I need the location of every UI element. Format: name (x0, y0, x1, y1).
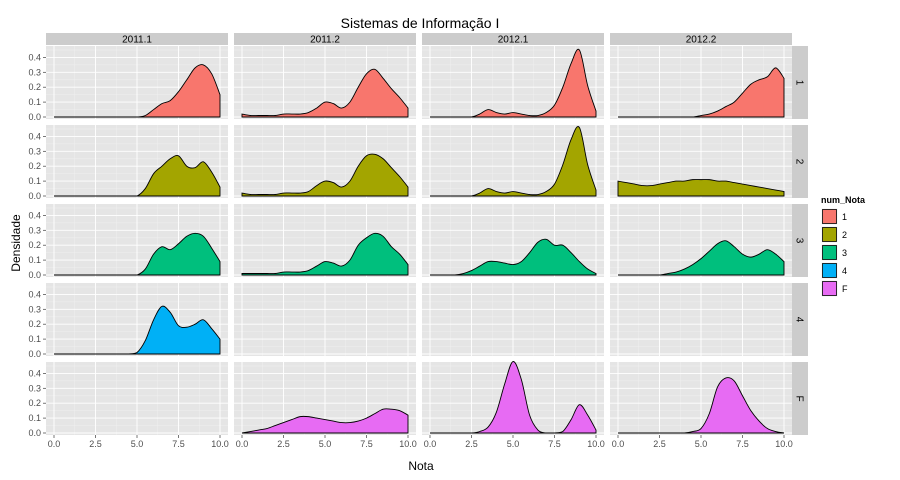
density-area-2-2011.1 (54, 155, 221, 197)
column-strip-label: 2012.2 (686, 35, 717, 46)
legend: num_Nota 1 2 3 4 F (820, 195, 866, 298)
legend-key-swatch (822, 227, 837, 242)
y-tick-label: 0.0 (28, 428, 41, 438)
legend-entry-label: F (842, 284, 848, 294)
x-tick-label: 0.0 (236, 439, 249, 449)
y-tick-label: 0.3 (28, 67, 41, 77)
y-tick-label: 0.1 (28, 413, 41, 423)
y-tick-label: 0.2 (28, 161, 41, 171)
column-strip (234, 33, 416, 45)
x-tick-label: 5.0 (507, 439, 520, 449)
y-tick-label: 0.2 (28, 398, 41, 408)
y-axis-title: Densidade (9, 214, 23, 272)
y-tick-label: 0.4 (28, 52, 41, 62)
x-tick-label: 7.5 (736, 439, 749, 449)
row-strip (790, 362, 808, 435)
column-strip (610, 33, 792, 45)
density-area-1-2011.1 (54, 64, 221, 118)
x-tick-label: 7.5 (172, 439, 185, 449)
row-strip-label: F (793, 395, 804, 401)
x-tick-label: 2.5 (653, 439, 666, 449)
density-area-3-2012.2 (617, 240, 785, 276)
y-tick-label: 0.3 (28, 146, 41, 156)
y-tick-label: 0.2 (28, 319, 41, 329)
x-tick-label: 2.5 (465, 439, 478, 449)
y-tick-label: 0.4 (28, 210, 41, 220)
legend-key-swatch (822, 263, 837, 278)
y-tick-label: 0.1 (28, 334, 41, 344)
column-strip-label: 2011.1 (122, 35, 152, 46)
x-tick-label: 7.5 (548, 439, 561, 449)
density-area-2-2012.1 (430, 126, 597, 197)
y-tick-label: 0.0 (28, 349, 41, 359)
legend-entry-label: 1 (842, 212, 847, 222)
legend-entry-label: 3 (842, 248, 847, 258)
y-tick-label: 0.1 (28, 176, 41, 186)
legend-key-swatch (822, 281, 837, 296)
legend-key-swatch (822, 245, 837, 260)
row-strip-label: 2 (793, 159, 804, 165)
row-strip-label: 4 (793, 317, 804, 323)
y-tick-label: 0.4 (28, 368, 41, 378)
row-strip (790, 283, 808, 356)
density-area-3-2012.1 (429, 238, 597, 276)
column-strip (46, 33, 228, 45)
column-strip-label: 2012.1 (498, 35, 529, 46)
density-area-3-2011.1 (53, 232, 221, 276)
row-strip (790, 46, 808, 119)
x-tick-label: 0.0 (612, 439, 625, 449)
y-tick-label: 0.3 (28, 304, 41, 314)
x-tick-label: 5.0 (695, 439, 708, 449)
density-area-3-2011.2 (241, 232, 409, 276)
y-tick-label: 0.0 (28, 112, 41, 122)
density-area-2-2011.2 (241, 153, 409, 197)
density-area-F-2012.2 (617, 377, 785, 434)
y-tick-label: 0.1 (28, 255, 41, 265)
y-tick-label: 0.0 (28, 191, 41, 201)
row-strip-label: 3 (793, 238, 804, 244)
x-tick-label: 0.0 (424, 439, 437, 449)
x-tick-label: 5.0 (131, 439, 144, 449)
row-strip (790, 125, 808, 198)
density-area-1-2011.2 (241, 68, 409, 118)
column-strip (422, 33, 604, 45)
y-tick-label: 0.4 (28, 289, 41, 299)
density-area-F-2011.2 (241, 408, 409, 434)
y-tick-label: 0.3 (28, 225, 41, 235)
density-area-2-2012.2 (617, 179, 785, 197)
legend-entry-label: 4 (842, 266, 847, 276)
density-area-4-2011.1 (53, 305, 221, 355)
row-strip (790, 204, 808, 277)
column-strip-label: 2011.2 (310, 35, 340, 46)
density-area-F-2012.1 (429, 361, 597, 434)
x-axis-title: Nota (408, 459, 434, 473)
y-tick-label: 0.0 (28, 270, 41, 280)
x-tick-label: 2.5 (89, 439, 102, 449)
y-tick-label: 0.3 (28, 383, 41, 393)
panel-grid: 2011.1 2011.2 2012.1 2012.2 1 2 3 4 F (46, 33, 808, 435)
y-axis-ticks: 0.0 0.1 0.2 0.3 0.4 0.0 0.1 0.2 0.3 0.4 0.0 0.1 0.2 0… (28, 52, 46, 438)
density-area-1-2012.2 (618, 67, 785, 118)
y-tick-label: 0.1 (28, 97, 41, 107)
density-area-1-2012.1 (430, 48, 597, 118)
x-axis-ticks: 0.0 2.5 5.0 7.5 10.0 0.0 2.5 5.0 7.5 10.0 0.0 2.5 5.… (48, 435, 793, 449)
y-tick-label: 0.2 (28, 82, 41, 92)
x-tick-label: 10.0 (211, 439, 229, 449)
x-tick-label: 5.0 (319, 439, 332, 449)
x-tick-label: 10.0 (587, 439, 605, 449)
y-tick-label: 0.2 (28, 240, 41, 250)
x-tick-label: 10.0 (399, 439, 417, 449)
row-strip-label: 1 (793, 80, 804, 86)
chart-title: Sistemas de Informação I (341, 15, 500, 31)
y-tick-label: 0.4 (28, 131, 41, 141)
x-tick-label: 2.5 (277, 439, 290, 449)
legend-entry-label: 2 (842, 230, 847, 240)
x-tick-label: 10.0 (775, 439, 793, 449)
legend-title: num_Nota (821, 195, 866, 205)
x-tick-label: 0.0 (48, 439, 61, 449)
x-tick-label: 7.5 (360, 439, 373, 449)
legend-key-swatch (822, 209, 837, 224)
